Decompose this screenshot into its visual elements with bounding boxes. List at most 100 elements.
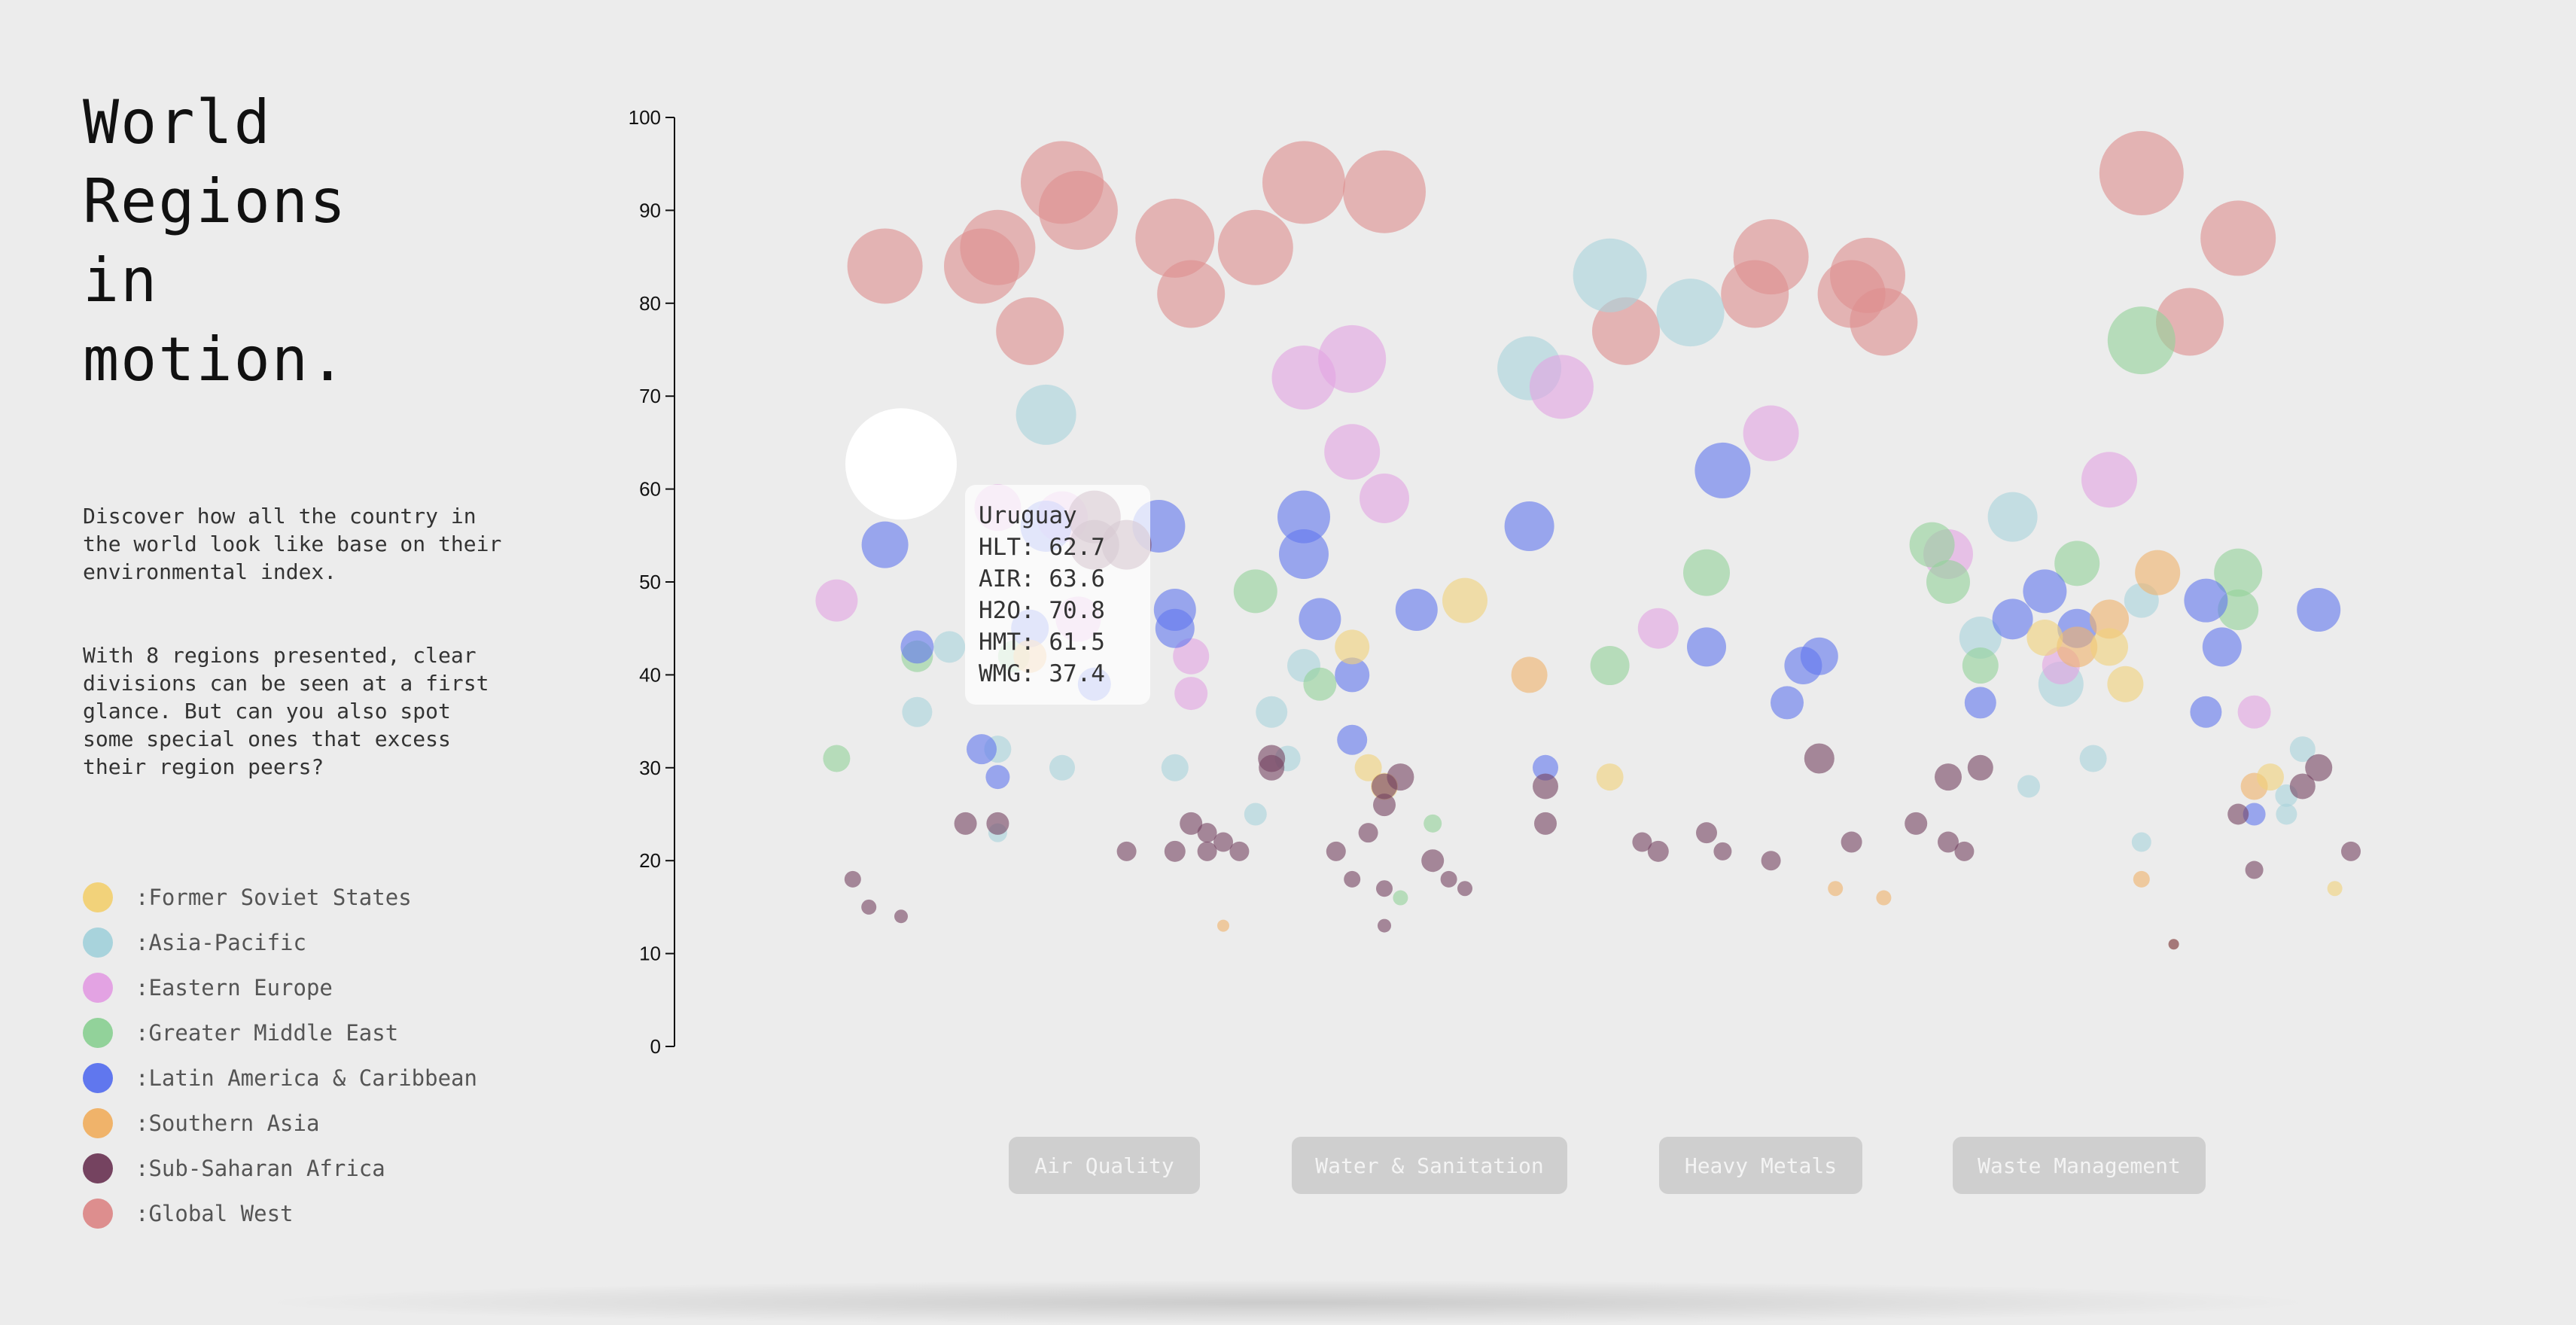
bubble-point[interactable] — [2200, 200, 2276, 276]
bubble-point[interactable] — [1326, 841, 1346, 861]
bubble-point[interactable] — [2327, 881, 2343, 897]
bubble-point[interactable] — [1800, 637, 1838, 675]
bubble-point[interactable] — [1423, 814, 1442, 833]
bubble-point[interactable] — [1637, 608, 1679, 649]
bubble-point[interactable] — [1164, 840, 1186, 862]
bubble-point[interactable] — [1926, 560, 1970, 604]
bubble-point[interactable] — [1197, 823, 1217, 843]
bubble-point[interactable] — [1696, 822, 1717, 844]
bubble-point[interactable] — [2184, 578, 2228, 623]
air-quality-button[interactable]: Air Quality — [1009, 1137, 1200, 1194]
bubble-point[interactable] — [823, 745, 851, 772]
bubble-point[interactable] — [1354, 754, 1382, 781]
bubble-point[interactable] — [2168, 939, 2179, 950]
bubble-point[interactable] — [2135, 550, 2181, 595]
bubble-point[interactable] — [1135, 198, 1215, 278]
bubble-point[interactable] — [1909, 522, 1955, 568]
bubble-point[interactable] — [1335, 629, 1370, 665]
bubble-point[interactable] — [2243, 803, 2266, 826]
bubble-point[interactable] — [2289, 773, 2316, 800]
bubble-point[interactable] — [1534, 812, 1557, 835]
bubble-point[interactable] — [1694, 442, 1751, 498]
bubble-point[interactable] — [1324, 424, 1381, 480]
bubble-point[interactable] — [1954, 841, 1975, 861]
bubble-point[interactable] — [1987, 492, 2038, 542]
bubble-point[interactable] — [815, 579, 858, 622]
bubble-point[interactable] — [1721, 260, 1789, 328]
bubble-point[interactable] — [1457, 881, 1472, 897]
bubble-point[interactable] — [1155, 608, 1195, 648]
bubble-point[interactable] — [986, 812, 1009, 835]
bubble-point[interactable] — [1905, 812, 1928, 835]
waste-management-button[interactable]: Waste Management — [1953, 1137, 2206, 1194]
bubble-point[interactable] — [2099, 131, 2184, 216]
bubble-point[interactable] — [1938, 831, 1959, 853]
bubble-point[interactable] — [1343, 150, 1426, 233]
bubble-point[interactable] — [1197, 841, 1217, 861]
bubble-point[interactable] — [894, 909, 908, 924]
bubble-point[interactable] — [1683, 549, 1730, 596]
bubble-point[interactable] — [1959, 617, 2002, 659]
bubble-point[interactable] — [2107, 306, 2176, 375]
bubble-point[interactable] — [1174, 677, 1208, 711]
water-sanitation-button[interactable]: Water & Sanitation — [1292, 1137, 1567, 1194]
bubble-point[interactable] — [1850, 288, 1918, 356]
bubble-point[interactable] — [1573, 238, 1647, 312]
bubble-point[interactable] — [2133, 870, 2150, 888]
bubble-point[interactable] — [2057, 626, 2098, 668]
highlighted-bubble[interactable] — [845, 408, 957, 520]
bubble-point[interactable] — [1277, 490, 1330, 544]
bubble-point[interactable] — [1533, 754, 1558, 781]
bubble-point[interactable] — [1344, 870, 1361, 888]
bubble-point[interactable] — [2026, 620, 2063, 656]
bubble-point[interactable] — [1217, 209, 1293, 285]
bubble-point[interactable] — [1743, 405, 1799, 461]
bubble-point[interactable] — [1337, 724, 1368, 755]
bubble-point[interactable] — [2017, 775, 2040, 798]
bubble-point[interactable] — [985, 765, 1010, 790]
bubble-point[interactable] — [1229, 841, 1250, 861]
bubble-point[interactable] — [847, 228, 923, 304]
bubble-point[interactable] — [1233, 569, 1277, 614]
bubble-point[interactable] — [1015, 384, 1076, 445]
bubble-point[interactable] — [954, 812, 977, 835]
bubble-point[interactable] — [1393, 890, 1408, 906]
bubble-point[interactable] — [1421, 849, 1445, 873]
bubble-point[interactable] — [1533, 773, 1558, 800]
bubble-point[interactable] — [1687, 627, 1726, 667]
bubble-point[interactable] — [1592, 297, 1660, 365]
bubble-point[interactable] — [2289, 736, 2316, 763]
bubble-point[interactable] — [844, 870, 861, 888]
bubble-point[interactable] — [1656, 279, 1725, 347]
bubble-point[interactable] — [1761, 851, 1781, 871]
bubble-point[interactable] — [1038, 170, 1118, 250]
bubble-point[interactable] — [2341, 841, 2361, 861]
bubble-point[interactable] — [1771, 686, 1804, 720]
bubble-point[interactable] — [2245, 860, 2264, 879]
bubble-point[interactable] — [1217, 919, 1229, 932]
bubble-point[interactable] — [996, 297, 1064, 365]
bubble-point[interactable] — [1647, 840, 1669, 862]
bubble-point[interactable] — [2107, 666, 2144, 702]
bubble-point[interactable] — [1876, 890, 1892, 906]
bubble-point[interactable] — [1244, 803, 1267, 826]
bubble-point[interactable] — [1395, 589, 1438, 632]
bubble-point[interactable] — [2131, 832, 2151, 852]
bubble-point[interactable] — [1358, 823, 1378, 843]
bubble-point[interactable] — [2297, 588, 2341, 632]
bubble-point[interactable] — [1596, 763, 1624, 791]
bubble-point[interactable] — [1440, 870, 1457, 888]
bubble-point[interactable] — [1504, 501, 1554, 551]
bubble-point[interactable] — [1157, 260, 1226, 328]
bubble-point[interactable] — [2218, 589, 2259, 631]
bubble-point[interactable] — [1964, 687, 1996, 719]
bubble-point[interactable] — [1279, 528, 1329, 579]
bubble-point[interactable] — [902, 696, 933, 727]
bubble-point[interactable] — [900, 630, 934, 664]
bubble-point[interactable] — [1962, 647, 1999, 684]
bubble-point[interactable] — [1173, 638, 1210, 675]
bubble-point[interactable] — [1511, 656, 1548, 693]
bubble-point[interactable] — [2054, 541, 2100, 586]
bubble-point[interactable] — [1360, 473, 1409, 523]
bubble-point[interactable] — [1713, 842, 1732, 860]
